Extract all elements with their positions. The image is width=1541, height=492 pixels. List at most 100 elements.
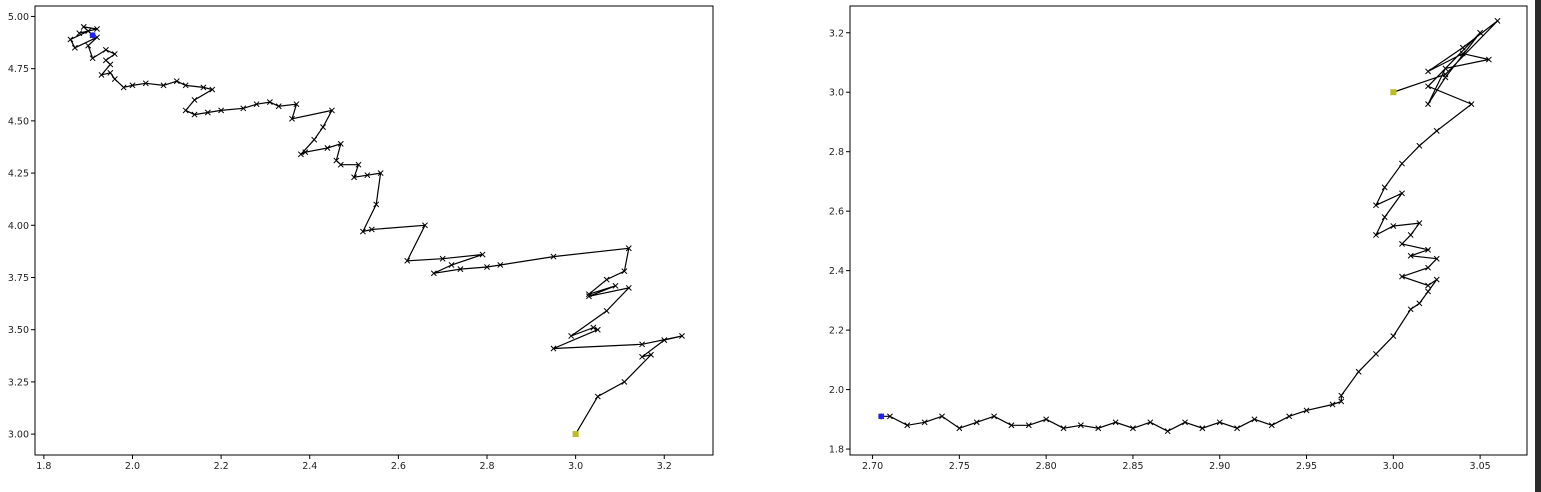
x-marker <box>1485 56 1492 63</box>
x-marker <box>603 307 610 314</box>
end-point <box>89 32 96 39</box>
x-marker <box>1459 50 1466 57</box>
y-tick-label: 5.00 <box>8 12 29 23</box>
x-marker <box>359 228 366 235</box>
x-marker <box>1164 428 1171 435</box>
x-marker <box>191 111 198 118</box>
x-tick-label: 2.80 <box>1036 461 1057 472</box>
y-tick-label: 2.0 <box>829 385 844 396</box>
x-marker <box>1182 419 1188 426</box>
x-marker <box>111 51 118 57</box>
x-marker <box>956 425 963 432</box>
x-marker <box>1399 273 1405 280</box>
x-marker <box>1025 422 1032 429</box>
x-marker <box>430 270 437 277</box>
x-marker <box>1077 422 1084 429</box>
trajectory-line <box>69 26 683 435</box>
y-tick-label: 1.8 <box>829 445 844 456</box>
x-marker <box>439 255 446 262</box>
y-tick-label: 4.00 <box>8 221 29 232</box>
x-marker <box>1268 422 1275 429</box>
x-marker <box>209 86 216 93</box>
x-marker <box>625 245 632 252</box>
y-tick-label: 3.0 <box>829 88 844 99</box>
x-marker <box>679 333 685 339</box>
y-tick-label: 2.6 <box>829 207 844 218</box>
window-edge <box>1535 0 1541 492</box>
x-marker <box>324 145 331 151</box>
x-marker <box>1338 398 1345 405</box>
x-marker <box>497 262 504 268</box>
x-marker <box>621 268 628 275</box>
x-marker <box>293 101 300 108</box>
x-tick-label: 3.0 <box>568 461 583 472</box>
x-tick-label: 2.4 <box>302 461 317 472</box>
x-tick-label: 2.2 <box>214 461 229 472</box>
x-marker <box>94 26 100 32</box>
x-marker <box>1234 425 1241 432</box>
x-marker <box>204 109 211 116</box>
x-marker <box>991 413 998 420</box>
x-marker <box>585 293 592 300</box>
x-marker <box>1416 220 1423 227</box>
x-marker <box>639 341 646 348</box>
x-marker <box>1147 419 1154 426</box>
x-marker <box>457 266 464 273</box>
x-marker <box>973 419 980 426</box>
x-tick-label: 2.0 <box>125 461 140 472</box>
x-tick-label: 2.95 <box>1296 461 1317 472</box>
x-marker <box>1329 401 1336 408</box>
x-tick-label: 1.8 <box>36 461 51 472</box>
x-marker <box>1425 288 1432 295</box>
x-marker <box>1425 282 1432 289</box>
y-tick-label: 2.4 <box>829 266 844 277</box>
x-marker <box>364 172 371 179</box>
start-point <box>572 431 579 438</box>
x-marker <box>1381 184 1388 191</box>
x-marker <box>904 422 911 429</box>
x-marker <box>1129 425 1136 432</box>
x-marker <box>1199 425 1206 432</box>
x-marker <box>320 124 326 131</box>
x-marker <box>621 378 628 385</box>
x-tick-label: 2.90 <box>1209 461 1230 472</box>
x-marker <box>1112 419 1119 426</box>
x-marker <box>886 413 893 420</box>
x-marker <box>1216 419 1223 426</box>
x-marker <box>1286 413 1293 420</box>
x-marker <box>1407 306 1414 313</box>
x-marker <box>1251 416 1258 423</box>
x-marker <box>550 345 557 352</box>
x-marker <box>1060 425 1067 432</box>
x-marker <box>1043 416 1050 423</box>
x-marker <box>1416 142 1423 149</box>
x-marker <box>1373 232 1379 238</box>
x-tick-label: 3.00 <box>1383 461 1404 472</box>
plot-frame <box>34 5 714 456</box>
x-marker <box>1425 246 1432 253</box>
x-marker <box>351 174 358 181</box>
x-tick-label: 2.70 <box>862 461 883 472</box>
x-marker <box>85 42 92 49</box>
x-marker <box>550 253 557 260</box>
x-marker <box>240 105 247 112</box>
x-marker <box>1433 276 1440 283</box>
x-marker <box>302 149 309 156</box>
y-tick-label: 3.75 <box>8 273 29 284</box>
x-marker <box>1416 300 1423 307</box>
x-marker <box>173 78 180 85</box>
x-marker <box>311 136 318 143</box>
x-marker <box>661 337 668 344</box>
y-tick-label: 3.00 <box>8 430 29 441</box>
x-marker <box>404 257 411 264</box>
y-tick-label: 3.50 <box>8 325 29 336</box>
x-marker <box>1407 252 1414 259</box>
x-marker <box>1373 202 1379 209</box>
x-marker <box>377 170 384 177</box>
x-marker <box>448 262 455 268</box>
x-marker <box>1433 255 1440 262</box>
x-marker <box>1425 68 1432 75</box>
x-marker <box>1433 127 1440 134</box>
x-marker <box>1303 407 1310 414</box>
